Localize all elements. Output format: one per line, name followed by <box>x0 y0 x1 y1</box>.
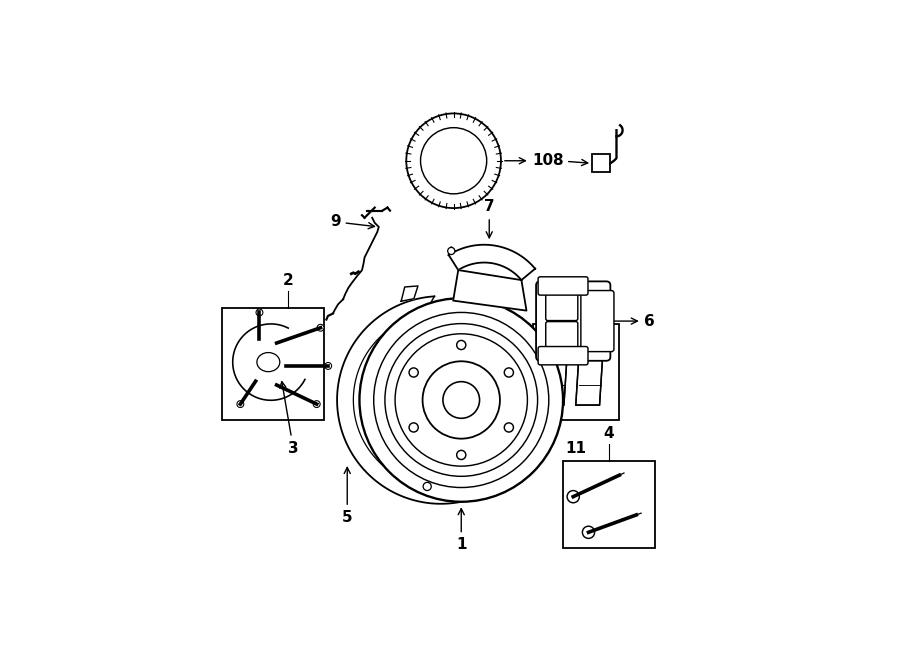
Text: 1: 1 <box>456 509 466 553</box>
Text: 2: 2 <box>283 273 293 288</box>
Polygon shape <box>338 296 467 504</box>
Circle shape <box>420 128 487 194</box>
Text: 5: 5 <box>342 467 353 525</box>
Polygon shape <box>454 270 526 311</box>
Circle shape <box>406 114 501 208</box>
Bar <box>563 461 654 547</box>
Circle shape <box>325 362 331 369</box>
Circle shape <box>410 368 418 377</box>
Text: 8: 8 <box>553 153 588 169</box>
Polygon shape <box>449 245 536 280</box>
Text: 11: 11 <box>565 441 586 455</box>
FancyBboxPatch shape <box>545 291 578 321</box>
Polygon shape <box>540 339 568 405</box>
FancyBboxPatch shape <box>538 277 588 295</box>
Circle shape <box>410 423 418 432</box>
Circle shape <box>313 401 320 408</box>
FancyBboxPatch shape <box>536 282 610 361</box>
Circle shape <box>256 309 263 316</box>
Circle shape <box>582 526 595 539</box>
Circle shape <box>237 401 244 408</box>
FancyBboxPatch shape <box>580 291 614 352</box>
FancyBboxPatch shape <box>545 322 578 351</box>
Text: 7: 7 <box>484 199 495 238</box>
Text: 3: 3 <box>280 381 299 455</box>
Circle shape <box>317 325 324 331</box>
FancyBboxPatch shape <box>538 346 588 365</box>
Bar <box>533 324 619 420</box>
Polygon shape <box>401 286 418 301</box>
Circle shape <box>504 423 513 432</box>
Circle shape <box>504 368 513 377</box>
Text: 6: 6 <box>614 313 655 329</box>
Circle shape <box>567 490 580 503</box>
Circle shape <box>359 298 563 502</box>
Text: 4: 4 <box>604 426 614 441</box>
Circle shape <box>456 450 466 459</box>
Bar <box>222 308 324 420</box>
Bar <box>592 154 610 173</box>
Text: 9: 9 <box>330 214 374 229</box>
Text: 10: 10 <box>505 153 554 169</box>
Circle shape <box>447 247 454 254</box>
Polygon shape <box>576 339 604 405</box>
Circle shape <box>456 340 466 350</box>
